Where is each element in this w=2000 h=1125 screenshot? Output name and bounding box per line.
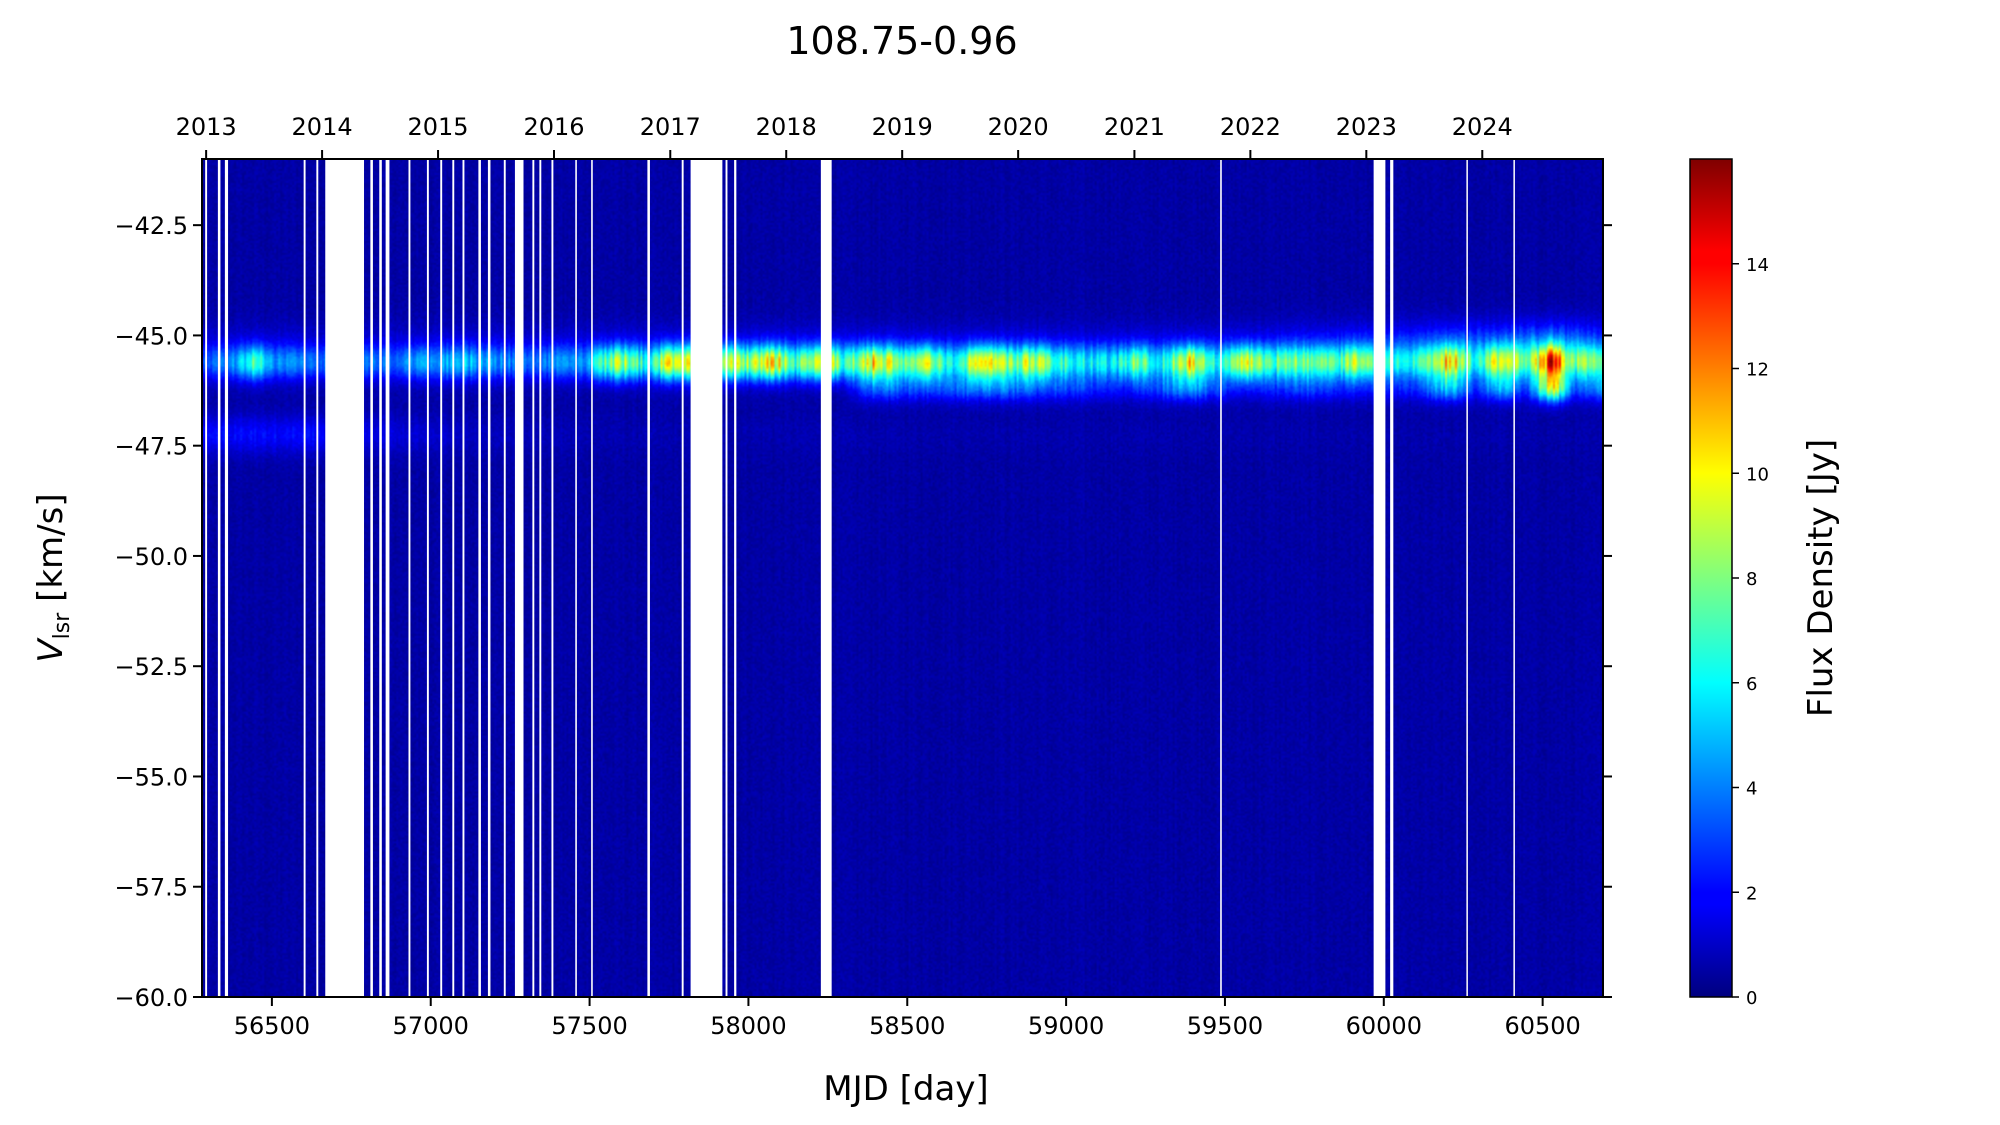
- data-gap: [647, 159, 650, 997]
- data-gap: [440, 159, 443, 997]
- x-tick-label: 58000: [710, 1012, 786, 1040]
- year-tick-label: 2014: [292, 113, 353, 141]
- y-axis-title: Vlsr [km/s]: [31, 493, 75, 662]
- data-gap: [1466, 159, 1468, 997]
- year-tick-label: 2024: [1452, 113, 1513, 141]
- data-gap: [379, 159, 382, 997]
- data-gap: [575, 159, 577, 997]
- colorbar-tick-label: 10: [1746, 464, 1769, 485]
- year-tick-label: 2019: [872, 113, 933, 141]
- year-tick-label: 2016: [523, 113, 584, 141]
- data-gap: [316, 159, 319, 997]
- data-gap: [820, 159, 832, 997]
- data-gap: [690, 159, 723, 997]
- colorbar-tick-label: 0: [1746, 988, 1757, 1009]
- data-gap: [1513, 159, 1515, 997]
- data-gap: [426, 159, 429, 997]
- y-tick-label: −47.5: [114, 433, 188, 461]
- year-tick-label: 2020: [988, 113, 1049, 141]
- y-axis-title-main: V: [31, 637, 71, 663]
- colorbar: 0 2 4 6 8 10 12 14 Flux Density [Jy]: [1689, 158, 1841, 1009]
- data-gap: [408, 159, 411, 997]
- data-gap: [385, 159, 390, 997]
- y-tick-label: −42.5: [114, 212, 188, 240]
- data-gap: [462, 159, 465, 997]
- data-gap: [487, 159, 491, 997]
- data-gap: [503, 159, 506, 997]
- y-tick-label: −60.0: [114, 984, 188, 1012]
- chart-title: 108.75-0.96: [786, 19, 1017, 63]
- year-tick-label: 2017: [640, 113, 701, 141]
- colorbar-tick-label: 6: [1746, 674, 1757, 695]
- data-gap: [224, 159, 229, 997]
- colorbar-tick-label: 2: [1746, 883, 1757, 904]
- y-axis-title-subscript: lsr: [50, 612, 75, 640]
- data-gap: [478, 159, 481, 997]
- y-tick-label: −55.0: [114, 763, 188, 791]
- data-gap: [681, 159, 684, 997]
- data-gap: [725, 159, 728, 997]
- colorbar-ticks: 0 2 4 6 8 10 12 14: [1732, 255, 1769, 1009]
- year-tick-label: 2023: [1336, 113, 1397, 141]
- year-tick-label: 2021: [1104, 113, 1165, 141]
- x-tick-label: 56500: [234, 1012, 310, 1040]
- x-tick-label: 59000: [1028, 1012, 1104, 1040]
- colorbar-tick-label: 12: [1746, 360, 1769, 381]
- x-tick-label: 57000: [393, 1012, 469, 1040]
- data-gap: [217, 159, 221, 997]
- x-tick-label: 58500: [869, 1012, 945, 1040]
- y-axis-title-unit: [km/s]: [31, 493, 71, 612]
- y-tick-label: −50.0: [114, 543, 188, 571]
- data-gap: [1373, 159, 1386, 997]
- x-tick-label: 59500: [1187, 1012, 1263, 1040]
- y-tick-label: −52.5: [114, 653, 188, 681]
- x-axis-bottom: 56500 57000 57500 58000 58500 59000 59500 60000…: [234, 997, 1581, 1040]
- colorbar-gradient: [1689, 158, 1733, 998]
- year-tick-label: 2013: [176, 113, 237, 141]
- data-gap: [303, 159, 306, 997]
- plot-area: [201, 158, 1604, 998]
- data-gap: [452, 159, 455, 997]
- year-tick-label: 2022: [1220, 113, 1281, 141]
- colorbar-tick-label: 14: [1746, 255, 1769, 276]
- x-tick-label: 57500: [551, 1012, 627, 1040]
- data-gap: [532, 159, 535, 997]
- data-gap: [1390, 159, 1394, 997]
- x-axis-title: MJD [day]: [823, 1069, 988, 1109]
- x-axis-top-years: 2013 2014 2015 2016 2017 2018 2019 2020 2021 2022…: [176, 113, 1513, 159]
- colorbar-tick-label: 8: [1746, 569, 1757, 590]
- data-gap: [734, 159, 737, 997]
- data-gap: [205, 159, 208, 997]
- year-tick-label: 2015: [408, 113, 469, 141]
- y-axis-left: −42.5 −45.0 −47.5 −50.0 −52.5 −55.0 −57.5 −60.0: [114, 212, 1612, 1012]
- data-gaps: [205, 159, 1515, 997]
- data-gap: [539, 159, 542, 997]
- colorbar-tick-label: 4: [1746, 779, 1757, 800]
- data-gap: [1220, 159, 1222, 997]
- y-tick-label: −45.0: [114, 322, 188, 350]
- data-gap: [370, 159, 373, 997]
- data-gap: [325, 159, 365, 997]
- heatmap-image: [202, 159, 1603, 997]
- data-gap: [514, 159, 524, 997]
- y-tick-label: −57.5: [114, 874, 188, 902]
- x-tick-label: 60000: [1346, 1012, 1422, 1040]
- year-tick-label: 2018: [756, 113, 817, 141]
- data-gap: [551, 159, 554, 997]
- colorbar-title: Flux Density [Jy]: [1801, 439, 1841, 717]
- x-tick-label: 60500: [1504, 1012, 1580, 1040]
- data-gap: [591, 159, 593, 997]
